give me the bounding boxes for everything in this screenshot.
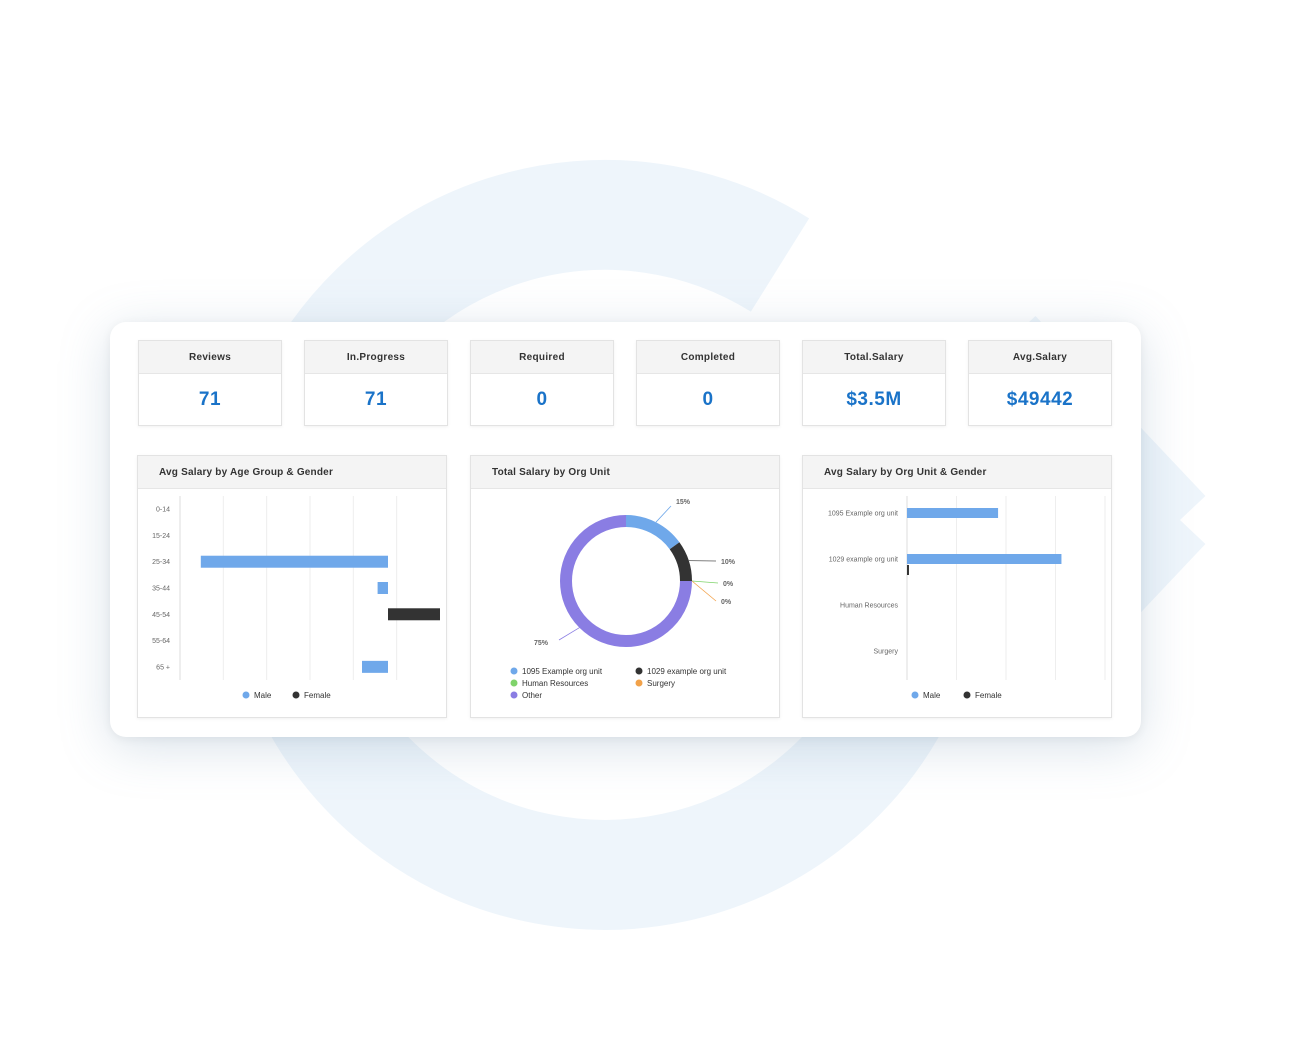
kpi-in-progress[interactable]: In.Progress 71 — [304, 340, 448, 426]
kpi-label: Completed — [637, 341, 779, 374]
legend-marker — [635, 679, 643, 687]
tick-label: 55-64 — [152, 638, 170, 645]
kpi-value: $3.5M — [846, 389, 902, 410]
kpi-value: 71 — [198, 389, 222, 410]
chart-card-org-unit: Total Salary by Org Unit 15% 10% 0% 0% 75% 10… — [470, 455, 780, 718]
bar-male-0 — [907, 508, 999, 518]
bar-female-1 — [907, 565, 909, 575]
legend-label: 1029 example org unit — [647, 667, 727, 676]
slice-label: 75% — [534, 640, 549, 647]
leader-line — [655, 505, 672, 523]
chart-card-age-gender: Avg Salary by Age Group & Gender 0-14 15-… — [137, 455, 447, 718]
kpi-value: 71 — [364, 389, 388, 410]
tick-label: 0-14 — [156, 507, 170, 514]
slice-other — [560, 515, 692, 647]
legend-label: Human Resources — [522, 679, 588, 688]
org-gender-bar-chart: 1095 Example org unit 1029 example org un… — [828, 496, 1106, 700]
slice-label: 0% — [723, 581, 734, 588]
legend-marker — [292, 691, 300, 699]
tick-label: 15-24 — [152, 533, 170, 540]
legend-marker — [242, 691, 250, 699]
chart-card-org-gender: Avg Salary by Org Unit & Gender 1095 Exa… — [802, 455, 1112, 718]
org-unit-donut-chart: 15% 10% 0% 0% 75% 1095 Example org unit 1029 e… — [510, 499, 736, 700]
tick-label: 45-54 — [152, 612, 170, 619]
kpi-label: Reviews — [139, 341, 281, 374]
tick-label: Surgery — [873, 649, 898, 656]
leader-line — [558, 627, 580, 641]
kpi-completed[interactable]: Completed 0 — [636, 340, 780, 426]
bar-male-3544 — [377, 582, 388, 594]
tick-label: 1029 example org unit — [829, 557, 898, 564]
tick-label: 65 + — [156, 664, 170, 671]
bar-male-65 — [362, 660, 388, 673]
legend-label: 1095 Example org unit — [522, 667, 603, 676]
kpi-value: 0 — [702, 389, 714, 410]
slice-label: 15% — [676, 499, 691, 506]
chart-title: Avg Salary by Age Group & Gender — [138, 456, 446, 489]
legend-marker — [911, 691, 919, 699]
legend-label: Male — [923, 691, 941, 700]
kpi-label: Total.Salary — [803, 341, 945, 374]
tick-label: 1095 Example org unit — [828, 511, 898, 518]
chart-title: Avg Salary by Org Unit & Gender — [803, 456, 1111, 489]
tick-label: Human Resources — [840, 603, 898, 610]
legend-label: Female — [975, 691, 1002, 700]
kpi-value: $49442 — [1006, 389, 1074, 410]
legend-label: Male — [254, 691, 272, 700]
leader-line — [691, 580, 717, 602]
legend-marker — [963, 691, 971, 699]
legend-marker — [510, 679, 518, 687]
bar-male-1 — [907, 554, 1062, 564]
legend-marker — [510, 667, 518, 675]
dashboard-panel: Reviews 71 In.Progress 71 Required 0 Com… — [110, 322, 1141, 737]
kpi-value: 0 — [536, 389, 548, 410]
bar-female-4554 — [388, 608, 440, 621]
kpi-total-salary[interactable]: Total.Salary $3.5M — [802, 340, 946, 426]
kpi-avg-salary[interactable]: Avg.Salary $49442 — [968, 340, 1112, 426]
slice-label: 10% — [721, 559, 736, 566]
legend-marker — [635, 667, 643, 675]
chart-title: Total Salary by Org Unit — [471, 456, 779, 489]
kpi-label: In.Progress — [305, 341, 447, 374]
legend-label: Other — [522, 691, 542, 700]
tick-label: 25-34 — [152, 559, 170, 566]
bar-male-2534 — [200, 555, 388, 568]
tick-label: 35-44 — [152, 586, 170, 593]
leader-line — [691, 580, 719, 584]
slice-label: 0% — [721, 599, 732, 606]
slice-1029-example-org-unit — [560, 515, 692, 647]
kpi-reviews[interactable]: Reviews 71 — [138, 340, 282, 426]
legend-marker — [510, 691, 518, 699]
legend-label: Female — [304, 691, 331, 700]
legend-label: Surgery — [647, 679, 675, 688]
kpi-required[interactable]: Required 0 — [470, 340, 614, 426]
kpi-label: Avg.Salary — [969, 341, 1111, 374]
kpi-label: Required — [471, 341, 613, 374]
age-gender-bar-chart: 0-14 15-24 25-34 35-44 45-54 55-64 65 + Male Fem… — [152, 496, 440, 700]
